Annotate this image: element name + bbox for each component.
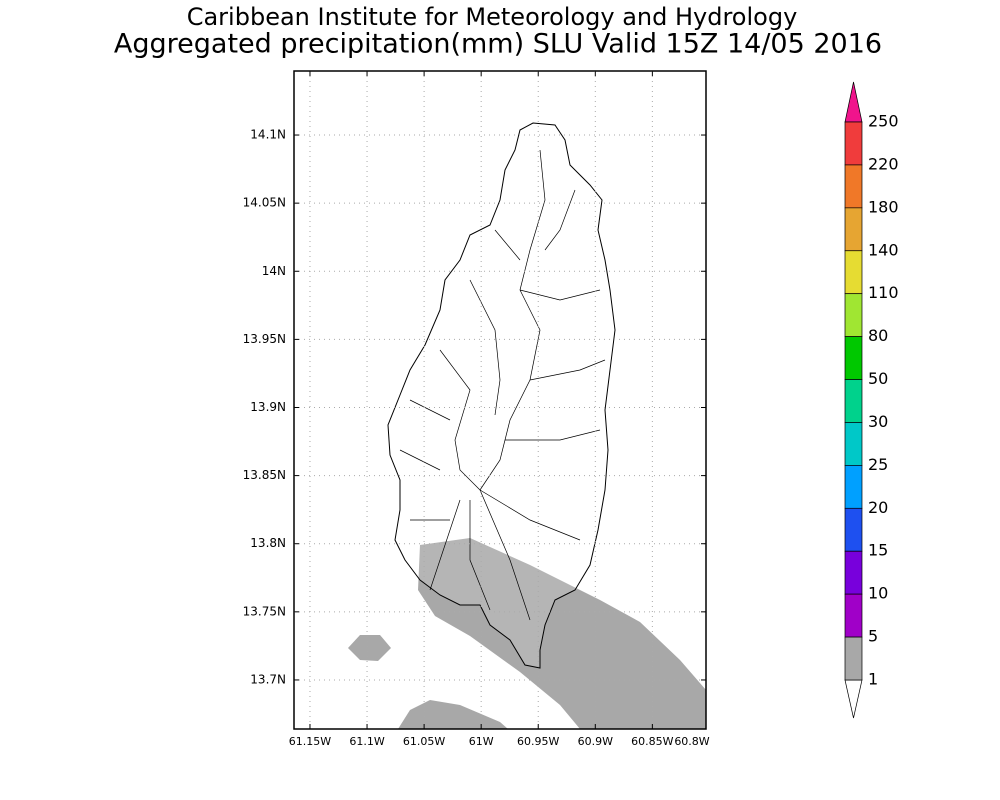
colorbar-segment xyxy=(844,379,863,423)
precip-area xyxy=(418,538,706,729)
x-tick-label: 61.05W xyxy=(403,735,445,748)
x-tick-label: 60.8W xyxy=(674,735,709,748)
colorbar-segment xyxy=(844,250,863,295)
x-tick-label: 61W xyxy=(469,735,494,748)
colorbar-label: 1 xyxy=(868,670,878,689)
y-tick-label: 13.7N xyxy=(250,672,286,686)
colorbar-segment xyxy=(844,121,863,166)
colorbar-segment xyxy=(844,207,863,252)
colorbar-label: 140 xyxy=(868,240,899,259)
colorbar-label: 5 xyxy=(868,627,878,646)
y-tick-label: 13.75N xyxy=(243,604,286,618)
colorbar-segment xyxy=(844,550,863,595)
colorbar-label: 20 xyxy=(868,498,888,517)
colorbar-label: 15 xyxy=(868,541,888,560)
x-tick-label: 60.9W xyxy=(578,735,613,748)
colorbar-extend-bottom xyxy=(844,679,863,719)
x-tick-label: 61.15W xyxy=(289,735,331,748)
colorbar-segment xyxy=(844,293,863,337)
colorbar-label: 180 xyxy=(868,197,899,216)
colorbar-segment xyxy=(844,507,863,552)
precip-area xyxy=(398,700,508,729)
precip-area xyxy=(348,635,391,661)
colorbar-label: 220 xyxy=(868,154,899,173)
x-tick-label: 60.95W xyxy=(517,735,559,748)
colorbar-label: 25 xyxy=(868,455,888,474)
colorbar-label: 50 xyxy=(868,369,888,388)
y-tick-label: 13.9N xyxy=(250,400,286,414)
map-area xyxy=(348,122,706,729)
colorbar-label: 80 xyxy=(868,326,888,345)
y-tick-label: 13.85N xyxy=(243,468,286,482)
x-tick-label: 60.85W xyxy=(631,735,673,748)
colorbar-segment xyxy=(844,593,863,638)
y-tick-label: 14.1N xyxy=(250,128,286,142)
colorbar-extend-top xyxy=(844,81,863,123)
colorbar-segment xyxy=(844,164,863,209)
colorbar-segment xyxy=(844,422,863,466)
x-tick-label: 61.1W xyxy=(349,735,384,748)
colorbar-segment xyxy=(844,636,863,681)
y-tick-label: 14N xyxy=(262,264,286,278)
title: Caribbean Institute for Meteorology and … xyxy=(187,3,798,31)
colorbar-segment xyxy=(844,465,863,509)
subtitle: Aggregated precipitation(mm) SLU Valid 1… xyxy=(114,29,882,60)
rivers xyxy=(399,149,606,621)
y-tick-label: 14.05N xyxy=(243,196,286,210)
map-frame xyxy=(293,70,707,730)
y-tick-label: 13.95N xyxy=(243,332,286,346)
colorbar-segment xyxy=(844,336,863,380)
colorbar-label: 110 xyxy=(868,283,899,302)
island-outline xyxy=(387,122,616,669)
colorbar-label: 10 xyxy=(868,584,888,603)
colorbar-label: 250 xyxy=(868,112,899,131)
colorbar-label: 30 xyxy=(868,412,888,431)
y-tick-label: 13.8N xyxy=(250,536,286,550)
